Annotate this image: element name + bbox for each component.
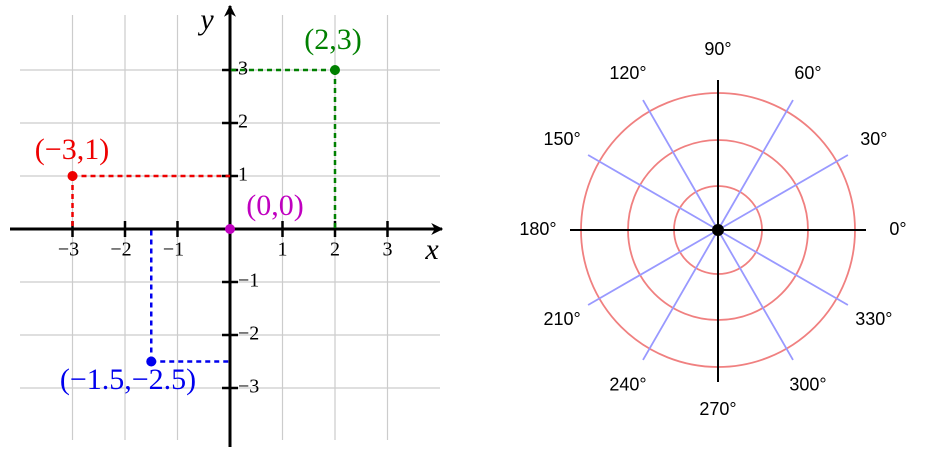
angle-spoke (642, 229, 719, 361)
angle-label: 300° (789, 375, 826, 395)
point-label: (−3,1) (35, 133, 109, 166)
angle-spoke (717, 99, 794, 231)
angle-label: 180° (519, 219, 556, 239)
angle-label: 60° (794, 63, 821, 83)
y-tick-label: −3 (238, 376, 259, 398)
point-label: (−1.5,−2.5) (60, 363, 196, 396)
x-tick-label: −1 (163, 239, 184, 261)
angle-label: 90° (704, 39, 731, 59)
point-label: (2,3) (304, 23, 361, 56)
angle-label: 120° (609, 63, 646, 83)
y-tick-label: 1 (238, 164, 248, 186)
angle-spoke (642, 99, 719, 231)
pole (712, 224, 724, 236)
angle-spoke (587, 154, 719, 231)
x-tick-label: 1 (278, 239, 288, 261)
angle-spoke (717, 229, 849, 306)
angle-label: 150° (543, 129, 580, 149)
point-label: (0,0) (246, 189, 303, 222)
point (67, 171, 78, 181)
x-axis-label: x (424, 233, 439, 266)
point (225, 224, 235, 234)
x-tick-label: 2 (330, 239, 340, 261)
angle-label: 270° (699, 399, 736, 419)
y-tick-label: 2 (238, 111, 248, 133)
y-tick-label: −1 (238, 270, 259, 292)
x-tick-label: −2 (110, 239, 131, 261)
point (146, 356, 157, 367)
y-tick-label: −2 (238, 323, 259, 345)
angle-label: 0° (889, 219, 906, 239)
y-axis-label: y (197, 3, 214, 36)
angle-label: 240° (609, 375, 646, 395)
angle-label: 330° (855, 309, 892, 329)
x-tick-label: −3 (58, 239, 79, 261)
angle-spoke (717, 229, 794, 361)
x-tick-label: 3 (383, 239, 393, 261)
point (330, 65, 340, 75)
angle-label: 210° (543, 309, 580, 329)
polar-plane: 0° 30° 60° 90° 120° 150° 180° 210° 240° 270° 300° 3… (519, 39, 906, 419)
angle-spoke (587, 229, 719, 306)
angle-spoke (717, 154, 849, 231)
cartesian-plane: x y −3 −2 −1 1 2 3 −3 −2 −1 1 2 3 (2,3) (−3,1) (0,0) (−1.… (10, 3, 444, 447)
angle-label: 30° (860, 129, 887, 149)
y-tick-label: 3 (238, 58, 248, 80)
